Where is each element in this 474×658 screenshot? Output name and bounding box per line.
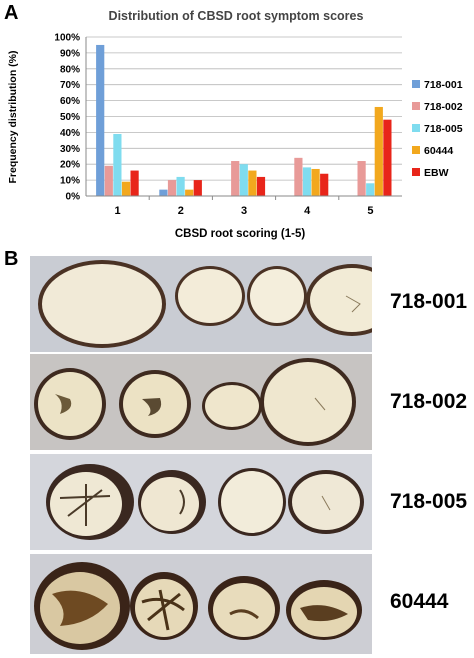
- legend-swatch-718-002: [412, 102, 420, 110]
- bar-718-002-2: [167, 180, 177, 196]
- y-tick-label: 80%: [60, 64, 80, 75]
- x-tick-label: 1: [115, 205, 121, 217]
- y-tick-label: 70%: [60, 80, 80, 91]
- legend-swatch-EBW: [412, 168, 420, 176]
- bar-EBW-4: [320, 173, 329, 196]
- y-tick-label: 30%: [60, 144, 80, 155]
- legend-label-718-005: 718-005: [424, 123, 463, 135]
- chart-title: Distribution of CBSD root symptom scores: [109, 9, 364, 23]
- y-axis-label: Frequency distribution (%): [7, 50, 19, 183]
- y-tick-label: 50%: [60, 112, 80, 123]
- y-tick-label: 10%: [60, 176, 80, 187]
- bar-60444-1: [121, 181, 131, 196]
- x-tick-label: 4: [304, 205, 311, 217]
- y-tick-label: 100%: [54, 33, 80, 44]
- photo-row-718-001: [30, 256, 372, 352]
- bar-718-005-3: [239, 164, 248, 196]
- legend-label-718-002: 718-002: [424, 101, 463, 113]
- cassava-roots-photo: [30, 354, 372, 450]
- x-axis-label: CBSD root scoring (1-5): [175, 228, 306, 240]
- bar-60444-3: [248, 170, 257, 196]
- row-label-718-005: 718-005: [390, 490, 468, 513]
- bar-EBW-1: [130, 170, 139, 196]
- bar-718-005-2: [176, 176, 185, 196]
- x-tick-label: 5: [367, 205, 373, 217]
- y-tick-label: 60%: [60, 96, 80, 107]
- legend-label-EBW: EBW: [424, 167, 449, 179]
- bar-718-001-1: [96, 44, 105, 197]
- bar-EBW-2: [193, 180, 202, 196]
- y-tick-label: 40%: [60, 128, 80, 139]
- panel-b-letter: B: [4, 248, 19, 270]
- y-tick-label: 0%: [66, 192, 81, 203]
- x-tick-label: 2: [178, 205, 184, 217]
- cassava-roots-photo: [30, 454, 372, 550]
- photo-row-60444: [30, 554, 372, 654]
- bar-60444-4: [311, 168, 320, 196]
- cassava-roots-photo: [30, 256, 372, 352]
- bar-60444-5: [374, 106, 383, 196]
- legend-swatch-60444: [412, 146, 420, 154]
- photo-row-718-005: [30, 454, 372, 550]
- panel-a-letter: A: [4, 2, 19, 24]
- row-label-60444: 60444: [390, 590, 449, 613]
- bar-EBW-5: [383, 119, 392, 196]
- bar-chart: Distribution of CBSD root symptom scores…: [7, 9, 463, 240]
- legend-label-718-001: 718-001: [424, 79, 463, 91]
- photo-row-718-002: [30, 354, 372, 450]
- bar-60444-2: [185, 189, 194, 196]
- row-label-718-002: 718-002: [390, 390, 468, 413]
- y-tick-label: 90%: [60, 48, 80, 59]
- x-tick-label: 3: [241, 205, 247, 217]
- cassava-roots-photo: [30, 554, 372, 654]
- bar-718-005-1: [113, 133, 122, 196]
- bar-718-002-4: [294, 157, 303, 196]
- legend-swatch-718-001: [412, 80, 420, 88]
- bar-718-002-1: [104, 165, 113, 196]
- bar-EBW-3: [256, 176, 266, 196]
- legend-label-60444: 60444: [424, 145, 453, 157]
- bar-718-005-5: [366, 183, 375, 196]
- y-tick-label: 20%: [60, 160, 80, 171]
- bar-718-005-4: [302, 167, 312, 196]
- legend-swatch-718-005: [412, 124, 420, 132]
- row-label-718-001: 718-001: [390, 290, 468, 313]
- bar-718-001-2: [159, 189, 168, 196]
- bar-718-002-5: [357, 161, 366, 196]
- bar-718-002-3: [231, 161, 240, 196]
